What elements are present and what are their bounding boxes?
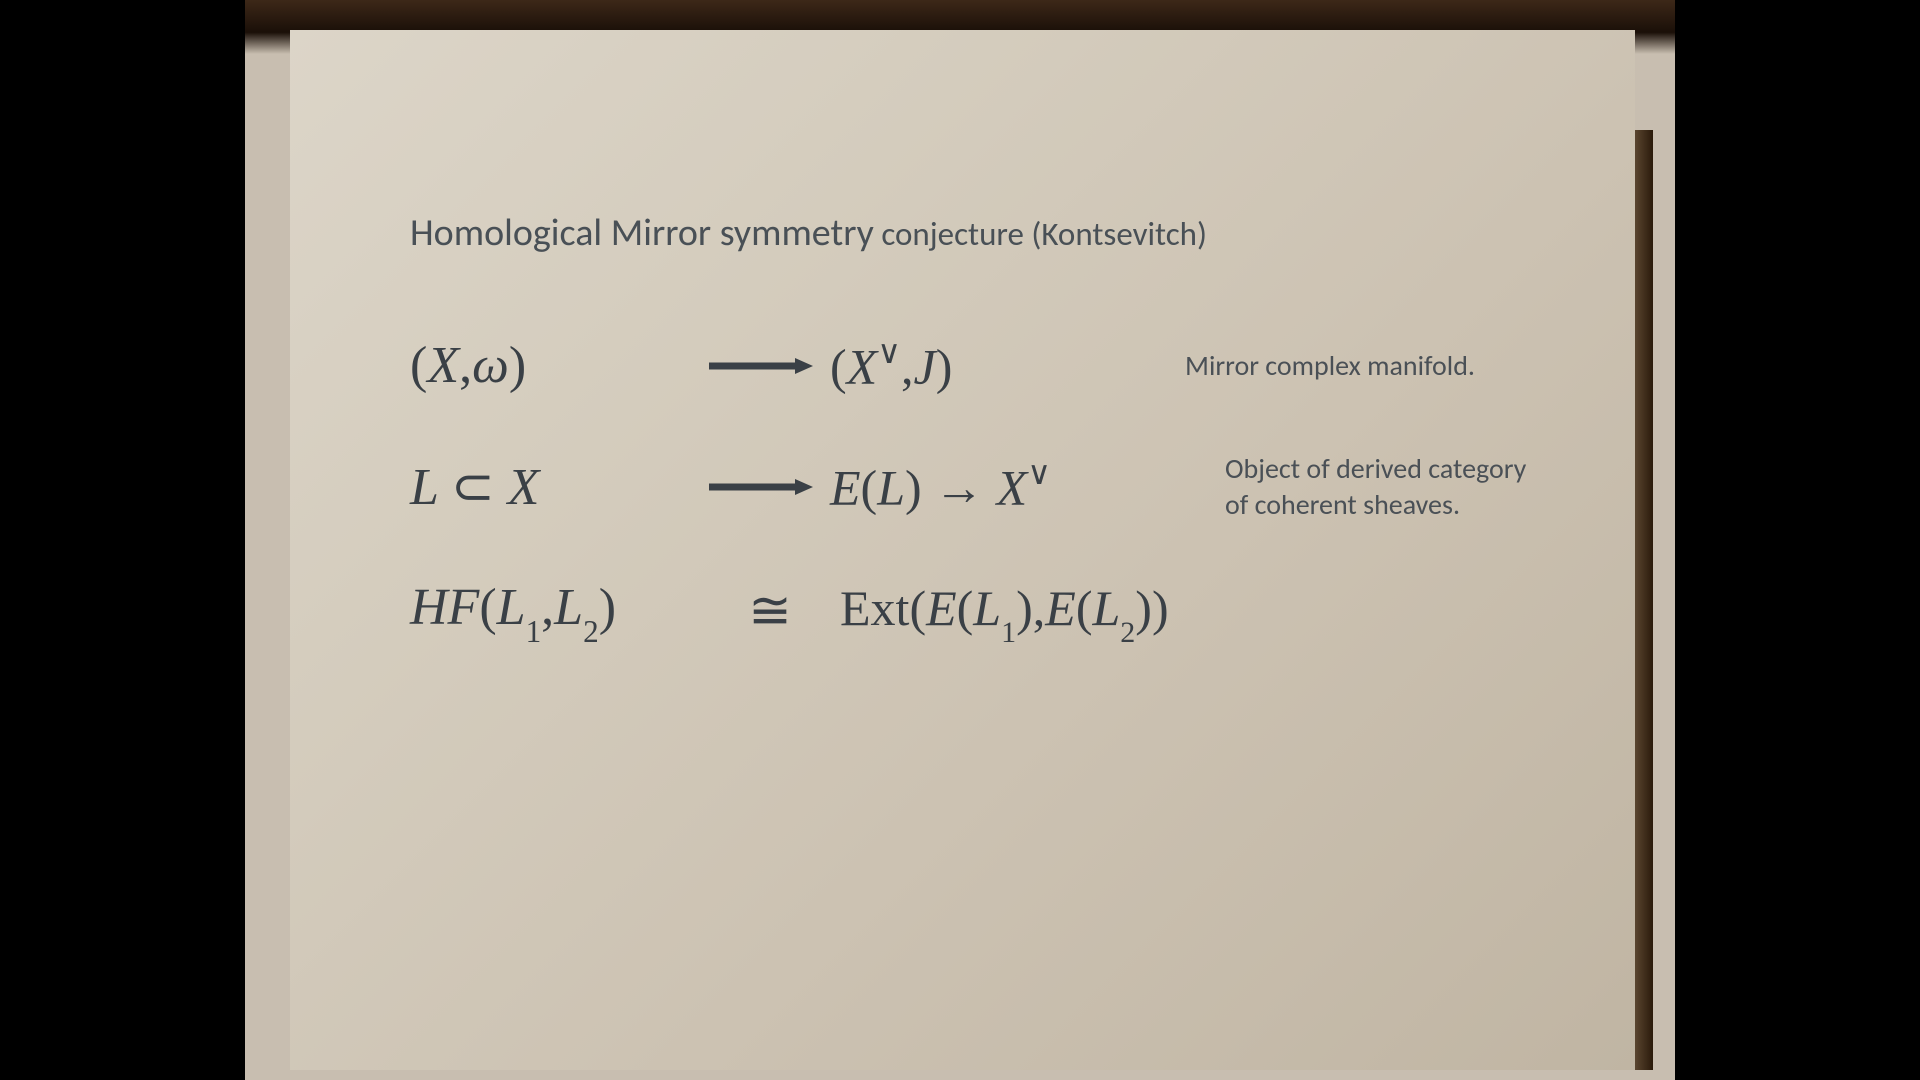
slide-content: Homological Mirror symmetry conjecture (… (290, 30, 1635, 1070)
congruence-symbol: ≅ (700, 581, 840, 641)
arrow-2 (690, 477, 830, 497)
cell-hf-l1-l2: HF(L1,L2) (410, 578, 700, 643)
cell-l-subset-x: L ⊂ X (410, 457, 690, 517)
slide-title: Homological Mirror symmetry conjecture (… (410, 210, 1555, 256)
cell-x-omega: (X,ω) (410, 336, 690, 395)
desc-mirror-manifold: Mirror complex manifold. (1170, 348, 1555, 384)
title-sub: conjecture (Kontsevitch) (874, 214, 1207, 254)
presentation-frame: Homological Mirror symmetry conjecture (… (245, 0, 1675, 1080)
row-hf-ext-isomorphism: HF(L1,L2) ≅ Ext(E(L1),E(L2)) (410, 578, 1555, 643)
cell-ext-el1-el2: Ext(E(L1),E(L2)) (840, 579, 1169, 644)
arrow-icon (705, 477, 815, 497)
cell-e-l-to-xvee: E(L) → X∨ (830, 457, 1210, 517)
arrow-1 (690, 356, 830, 376)
desc-derived-category: Object of derived category of coherent s… (1210, 451, 1555, 524)
row-symplectic-to-complex: (X,ω) (X∨,J) Mirror complex manifold. (410, 336, 1555, 396)
title-main: Homological Mirror symmetry (410, 210, 874, 256)
slide-shadow (1635, 130, 1653, 1070)
arrow-icon (705, 356, 815, 376)
row-lagrangian-to-sheaf: L ⊂ X E(L) → X∨ Object of derived catego… (410, 451, 1555, 524)
cell-xvee-j: (X∨,J) (830, 336, 1170, 396)
